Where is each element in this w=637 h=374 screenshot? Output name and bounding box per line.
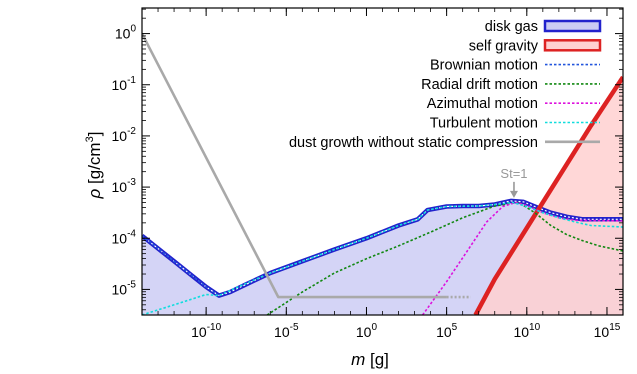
x-tick-label-base: 10: [356, 324, 372, 340]
y-tick-label: 10-5: [112, 279, 137, 297]
y-tick-label-base: 10: [112, 230, 128, 246]
annotation-layer: St=1: [500, 166, 528, 198]
y-tick-label: 10-1: [112, 75, 137, 93]
legend-label-azimuthal-motion: Azimuthal motion: [427, 96, 538, 112]
x-tick-label-exp: -5: [290, 322, 299, 333]
legend-label-turbulent-motion: Turbulent motion: [430, 116, 538, 132]
x-tick-label-base: 10: [513, 324, 529, 340]
radial-drift-motion-line: [266, 201, 623, 315]
y-tick-label-base: 10: [112, 77, 128, 93]
y-axis-unit-sup: 3: [84, 136, 96, 142]
legend-swatch-disk-gas: [543, 19, 602, 33]
y-tick-label-base: 10: [115, 26, 131, 42]
legend-label-disk-gas: disk gas: [485, 19, 538, 35]
y-axis-unit-end: ]: [85, 132, 104, 137]
y-tick-label: 100: [115, 24, 137, 42]
x-tick-label: 10-10: [191, 322, 221, 340]
x-tick-label-base: 10: [274, 324, 290, 340]
y-axis-label: ρ [g/cm3]: [84, 132, 104, 200]
y-tick-label-exp: -2: [127, 126, 136, 137]
legend-label-brownian-motion: Brownian motion: [430, 58, 538, 74]
fill-layer: [142, 77, 623, 315]
legend: disk gas self gravity Brownian motion Radia…: [289, 19, 602, 151]
annotation-arrow-head: [509, 190, 518, 198]
x-tick-label-exp: 15: [609, 322, 621, 333]
x-tick-label: 105: [436, 322, 458, 340]
x-tick-label: 100: [356, 322, 378, 340]
disk-gas-line-inner: [142, 200, 623, 297]
y-tick-label: 10-2: [112, 126, 137, 144]
y-tick-label-base: 10: [112, 128, 128, 144]
y-tick-label-base: 10: [112, 179, 128, 195]
x-tick-label: 1015: [594, 322, 621, 340]
annotation-st1: St=1: [500, 166, 527, 181]
x-tick-label-exp: -10: [207, 322, 222, 333]
x-axis-unit: [g]: [370, 350, 389, 369]
dust-growth-without-static-compression-line: [142, 33, 447, 299]
x-tick-label-exp: 0: [371, 322, 377, 333]
x-tick-label-base: 10: [191, 324, 207, 340]
x-axis-symbol: m: [351, 350, 365, 369]
legend-label-dust-growth-without-static-compression: dust growth without static compression: [289, 135, 538, 151]
y-tick-label: 10-3: [112, 177, 137, 195]
y-tick-label-exp: 0: [130, 24, 136, 35]
y-axis-symbol: ρ: [85, 188, 104, 199]
turbulent-motion-line: [142, 201, 623, 315]
x-axis-label: m [g]: [351, 350, 389, 369]
x-tick-label-base: 10: [436, 324, 452, 340]
y-tick-label-exp: -3: [127, 177, 136, 188]
tick-layer: 10-10 10-5 100 105 1010 101510010-110-210-310…: [112, 8, 624, 340]
self-gravity-line: [473, 75, 623, 315]
y-tick-label-exp: -5: [127, 279, 136, 290]
series-layer: [142, 33, 623, 315]
y-tick-label-exp: -1: [127, 75, 136, 86]
legend-swatch-self-gravity: [543, 39, 602, 52]
legend-label-radial-drift-motion: Radial drift motion: [421, 77, 538, 93]
x-tick-label-exp: 5: [452, 322, 458, 333]
y-tick-label: 10-4: [112, 228, 137, 246]
x-tick-label-base: 10: [594, 324, 610, 340]
y-tick-label-base: 10: [112, 281, 128, 297]
y-tick-label-exp: -4: [127, 228, 136, 239]
x-tick-label: 10-5: [274, 322, 299, 340]
x-tick-label-exp: 10: [529, 322, 541, 333]
legend-label-self-gravity: self gravity: [469, 38, 539, 54]
y-axis-unit: [g/cm: [85, 142, 104, 184]
x-tick-label: 1010: [513, 322, 540, 340]
